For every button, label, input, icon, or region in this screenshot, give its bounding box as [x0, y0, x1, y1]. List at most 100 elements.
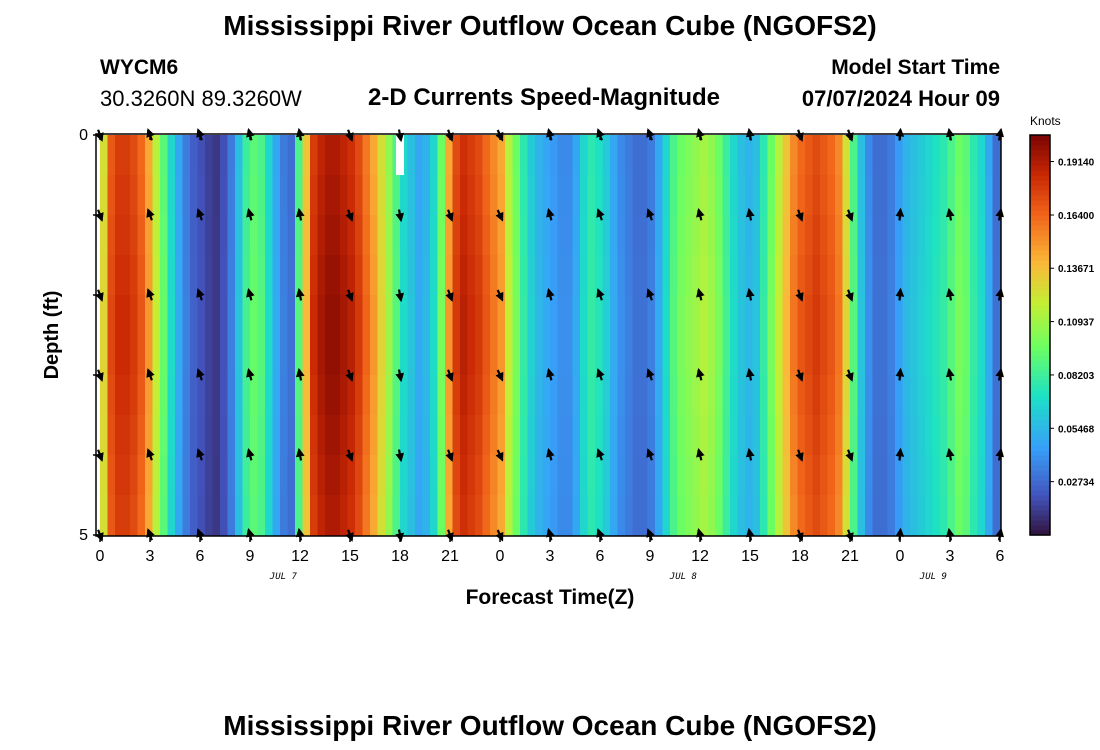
heatmap-cell: [385, 455, 394, 496]
heatmap-cell: [812, 495, 821, 536]
heatmap-cell: [850, 415, 859, 456]
heatmap-cell: [857, 255, 866, 296]
heatmap-cell: [370, 375, 379, 416]
heatmap-cell: [430, 135, 439, 176]
heatmap-cell: [257, 135, 266, 176]
heatmap-cell: [392, 215, 401, 256]
heatmap-cell: [715, 255, 724, 296]
heatmap-cell: [437, 255, 446, 296]
heatmap-cell: [977, 375, 986, 416]
heatmap-cell: [790, 495, 799, 536]
heatmap-cell: [925, 175, 934, 216]
heatmap-cell: [617, 135, 626, 176]
heatmap-cell: [392, 415, 401, 456]
current-arrow: [246, 447, 255, 461]
heatmap-cell: [617, 255, 626, 296]
heatmap-cell: [872, 255, 881, 296]
heatmap-cell: [497, 495, 506, 536]
heatmap-cell: [745, 175, 754, 216]
heatmap-cell: [430, 455, 439, 496]
heatmap-cell: [557, 215, 566, 256]
heatmap-cell: [100, 255, 109, 296]
heatmap-cell: [445, 455, 454, 496]
heatmap-cell: [925, 295, 934, 336]
heatmap-cell: [400, 215, 409, 256]
heatmap-cell: [212, 415, 221, 456]
heatmap-cell: [265, 175, 274, 216]
heatmap-cell: [505, 415, 514, 456]
heatmap-cell: [947, 295, 956, 336]
heatmap-cell: [152, 295, 161, 336]
heatmap-cell: [467, 495, 476, 536]
heatmap-cell: [587, 215, 596, 256]
heatmap-cell: [632, 135, 641, 176]
current-arrow: [196, 448, 205, 461]
heatmap-cell: [962, 495, 971, 536]
heatmap-cell: [152, 215, 161, 256]
x-tick-label: 15: [741, 548, 759, 565]
heatmap-cell: [310, 255, 319, 296]
heatmap-cell: [512, 335, 521, 376]
heatmap-cell: [835, 495, 844, 536]
heatmap-cell: [970, 175, 979, 216]
heatmap-cell: [752, 295, 761, 336]
heatmap-cell: [662, 335, 671, 376]
x-tick-label: 6: [196, 548, 205, 565]
heatmap-cell: [362, 415, 371, 456]
heatmap-cell: [175, 255, 184, 296]
heatmap-cell: [595, 375, 604, 416]
heatmap-cell: [970, 255, 979, 296]
heatmap-cell: [587, 135, 596, 176]
heatmap-cell: [782, 135, 791, 176]
heatmap-cell: [955, 335, 964, 376]
heatmap-cell: [520, 215, 529, 256]
heatmap-cell: [962, 455, 971, 496]
heatmap-cell: [265, 495, 274, 536]
heatmap-cell: [670, 175, 679, 216]
heatmap-cell: [895, 455, 904, 496]
heatmap-cell: [377, 255, 386, 296]
heatmap-cell: [587, 495, 596, 536]
heatmap-cell: [272, 335, 281, 376]
heatmap-cell: [190, 255, 199, 296]
heatmap-cell: [827, 415, 836, 456]
current-arrow: [745, 447, 755, 461]
heatmap-cell: [497, 455, 506, 496]
heatmap-cell: [797, 495, 806, 536]
heatmap-cell: [940, 255, 949, 296]
heatmap-cell: [392, 335, 401, 376]
heatmap-cell: [767, 175, 776, 216]
heatmap-cell: [332, 215, 341, 256]
heatmap-cell: [317, 295, 326, 336]
heatmap-cell: [542, 415, 551, 456]
heatmap-cell: [475, 135, 484, 176]
heatmap-cell: [977, 495, 986, 536]
heatmap-cell: [797, 215, 806, 256]
heatmap-cell: [565, 175, 574, 216]
heatmap-cell: [632, 375, 641, 416]
current-arrow: [845, 369, 854, 382]
heatmap-cell: [542, 455, 551, 496]
heatmap-cell: [377, 455, 386, 496]
heatmap-cell: [797, 335, 806, 376]
heatmap-cell: [295, 375, 304, 416]
heatmap-cell: [227, 455, 236, 496]
heatmap-cell: [145, 175, 154, 216]
heatmap-cell: [377, 295, 386, 336]
heatmap-cell: [737, 175, 746, 216]
heatmap-cell: [482, 135, 491, 176]
heatmap-cell: [407, 255, 416, 296]
heatmap-cell: [107, 255, 116, 296]
heatmap-cell: [167, 135, 176, 176]
heatmap-cell: [280, 135, 289, 176]
heatmap-cell: [527, 215, 536, 256]
heatmap-cell: [205, 495, 214, 536]
heatmap-cell: [992, 335, 1001, 376]
current-arrow: [295, 367, 305, 381]
current-arrow: [196, 368, 205, 381]
colorbar-segment: [1030, 300, 1050, 306]
heatmap-cell: [955, 415, 964, 456]
current-arrow: [546, 367, 555, 381]
heatmap-cell: [437, 295, 446, 336]
heatmap-cell: [520, 495, 529, 536]
